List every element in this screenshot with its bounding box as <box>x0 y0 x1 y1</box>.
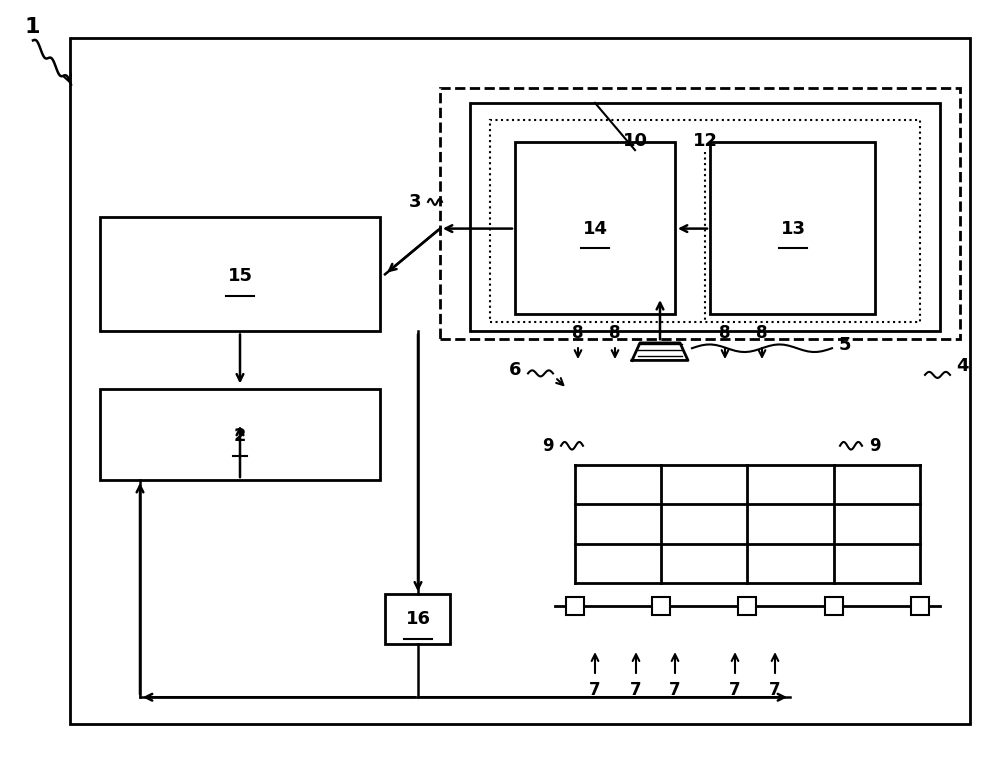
Text: 7: 7 <box>630 680 642 699</box>
Bar <box>566 597 584 615</box>
Text: 3: 3 <box>409 193 421 211</box>
Text: 2: 2 <box>234 427 246 445</box>
Text: 14: 14 <box>582 219 608 238</box>
Text: 8: 8 <box>572 324 584 342</box>
Text: 8: 8 <box>719 324 731 342</box>
Text: 8: 8 <box>756 324 768 342</box>
Text: 7: 7 <box>769 680 781 699</box>
Text: 7: 7 <box>729 680 741 699</box>
Bar <box>385 594 450 644</box>
Text: 12: 12 <box>692 132 718 150</box>
Polygon shape <box>632 343 688 360</box>
Bar <box>911 597 929 615</box>
Text: 16: 16 <box>406 610 430 628</box>
Bar <box>470 103 940 331</box>
Bar <box>738 597 756 615</box>
Bar <box>652 597 670 615</box>
Bar <box>710 142 875 314</box>
Text: 13: 13 <box>780 219 806 238</box>
Text: 10: 10 <box>622 132 648 150</box>
Bar <box>100 217 380 331</box>
Text: 7: 7 <box>669 680 681 699</box>
Text: 8: 8 <box>609 324 621 342</box>
Text: 1: 1 <box>24 17 40 37</box>
Bar <box>440 88 960 339</box>
Text: 6: 6 <box>509 360 521 379</box>
Bar <box>100 389 380 480</box>
Text: 4: 4 <box>956 357 968 375</box>
Text: 5: 5 <box>839 336 851 354</box>
Bar <box>825 597 843 615</box>
Text: 7: 7 <box>589 680 601 699</box>
Bar <box>490 120 920 322</box>
Text: 15: 15 <box>228 267 252 285</box>
Text: 9: 9 <box>869 437 881 455</box>
Text: 9: 9 <box>542 437 554 455</box>
Bar <box>515 142 675 314</box>
